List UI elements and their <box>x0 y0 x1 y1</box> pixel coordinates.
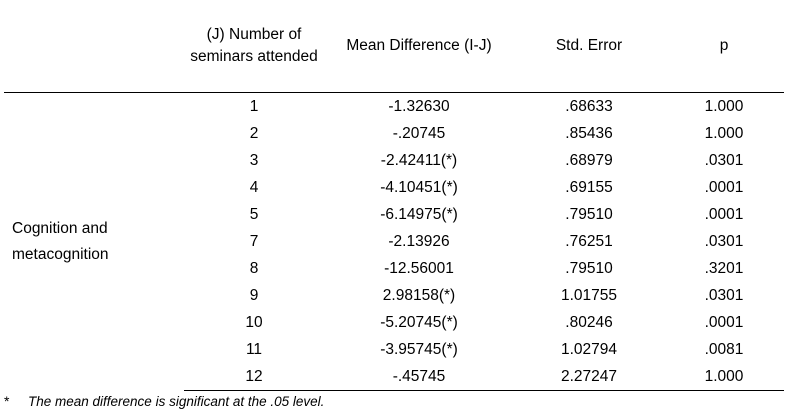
cell-j: 5 <box>249 205 259 223</box>
table-row: 2 -.20745 .85436 1.000 <box>4 120 784 147</box>
cell-std-error: .68979 <box>565 151 613 169</box>
header-j-seminars: (J) Number of seminars attended <box>184 0 324 93</box>
cell-p: .0001 <box>704 205 744 223</box>
cell-mean-difference: -6.14975(*) <box>380 205 458 223</box>
cell-p: .0081 <box>704 340 744 358</box>
cell-std-error: .76251 <box>565 232 613 250</box>
header-p: p <box>664 0 784 93</box>
results-table: (J) Number of seminars attended Mean Dif… <box>4 0 784 391</box>
cell-mean-difference: -.45745 <box>324 363 514 391</box>
group-label: Cognition and metacognition <box>12 219 109 263</box>
cell-j: 2 <box>249 124 259 142</box>
header-row: (J) Number of seminars attended Mean Dif… <box>4 0 784 93</box>
cell-p: .3201 <box>704 259 744 277</box>
cell-p: 1.000 <box>664 363 784 391</box>
cell-std-error: .68633 <box>565 97 613 115</box>
cell-mean-difference: 2.98158(*) <box>382 286 456 304</box>
cell-j: 12 <box>184 363 324 391</box>
table-row: 9 2.98158(*) 1.01755 .0301 <box>4 282 784 309</box>
cell-p: .0301 <box>704 286 744 304</box>
cell-mean-difference: -2.42411(*) <box>380 151 458 169</box>
cell-std-error: 1.02794 <box>560 340 618 358</box>
cell-j: 3 <box>249 151 259 169</box>
header-std-error: Std. Error <box>514 0 664 93</box>
cell-j: 8 <box>249 259 259 277</box>
header-mean-difference: Mean Difference (I-J) <box>324 0 514 93</box>
table-row: 8 -12.56001 .79510 .3201 <box>4 255 784 282</box>
cell-std-error: 1.01755 <box>560 286 618 304</box>
cell-j: 7 <box>249 232 259 250</box>
table-row: 5 -6.14975(*) .79510 .0001 <box>4 201 784 228</box>
cell-p: .0301 <box>704 232 744 250</box>
cell-j: 1 <box>249 97 259 115</box>
footnote-mark: * <box>4 393 10 409</box>
table-header: (J) Number of seminars attended Mean Dif… <box>4 0 784 93</box>
footnote-text: The mean difference is significant at th… <box>28 394 325 409</box>
cell-mean-difference: -3.95745(*) <box>380 340 458 358</box>
cell-std-error: 2.27247 <box>514 363 664 391</box>
cell-p: 1.000 <box>704 97 744 115</box>
cell-mean-difference: -1.32630 <box>388 97 450 115</box>
cell-j: 9 <box>249 286 259 304</box>
table-row: Cognition and metacognition 1 -1.32630 .686… <box>4 93 784 263</box>
cell-mean-difference: -5.20745(*) <box>380 313 458 331</box>
cell-std-error: .85436 <box>565 124 613 142</box>
cell-p: .0001 <box>704 313 744 331</box>
cell-j: 4 <box>249 178 259 196</box>
table-row: 3 -2.42411(*) .68979 .0301 <box>4 147 784 174</box>
cell-std-error: .79510 <box>565 259 613 277</box>
cell-std-error: .69155 <box>565 178 613 196</box>
cell-j: 11 <box>245 340 263 358</box>
cell-mean-difference: -12.56001 <box>384 259 454 277</box>
table-row: 12 -.45745 2.27247 1.000 <box>4 363 784 391</box>
cell-mean-difference: -4.10451(*) <box>380 178 458 196</box>
table-row: 7 -2.13926 .76251 .0301 <box>4 228 784 255</box>
cell-mean-difference: -2.13926 <box>388 232 450 250</box>
cell-j: 10 <box>245 313 263 331</box>
table-row: 4 -4.10451(*) .69155 .0001 <box>4 174 784 201</box>
table-row: 10 -5.20745(*) .80246 .0001 <box>4 309 784 336</box>
cell-std-error: .80246 <box>565 313 613 331</box>
header-label-cell <box>4 0 184 93</box>
table-row: 11 -3.95745(*) 1.02794 .0081 <box>4 336 784 363</box>
cell-p: .0001 <box>704 178 744 196</box>
cell-std-error: .79510 <box>565 205 613 223</box>
cell-p: .0301 <box>704 151 744 169</box>
footnote: * The mean difference is significant at … <box>4 393 324 409</box>
table-body: Cognition and metacognition 1 -1.32630 .686… <box>4 93 784 391</box>
cell-p: 1.000 <box>704 124 744 142</box>
cell-mean-difference: -.20745 <box>392 124 446 142</box>
